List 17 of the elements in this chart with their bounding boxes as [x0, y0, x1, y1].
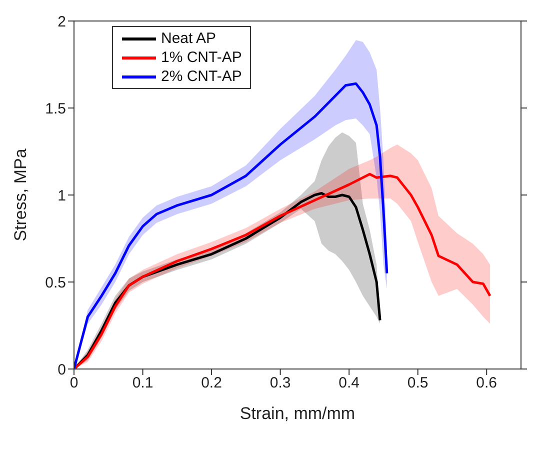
y-axis-title: Stress, MPa: [11, 148, 30, 242]
x-axis-title: Strain, mm/mm: [240, 404, 356, 423]
x-tick-label: 0.3: [270, 374, 291, 392]
x-tick-label: 0.6: [476, 374, 498, 392]
y-tick-label: 1.5: [45, 100, 66, 118]
legend-label: 2% CNT-AP: [161, 67, 242, 86]
y-tick-label: 0.5: [45, 274, 66, 292]
y-tick-label: 1: [58, 187, 66, 204]
legend-label: Neat AP: [161, 29, 216, 48]
y-tick-label: 0: [58, 361, 66, 378]
x-tick-label: 0.1: [132, 374, 154, 392]
x-tick-label: 0.2: [201, 374, 222, 392]
x-tick-label: 0: [70, 374, 78, 392]
x-tick-label: 0.5: [407, 374, 428, 392]
y-tick-label: 2: [58, 13, 66, 30]
legend-label: 1% CNT-AP: [161, 48, 242, 67]
x-tick-label: 0.4: [338, 374, 360, 392]
